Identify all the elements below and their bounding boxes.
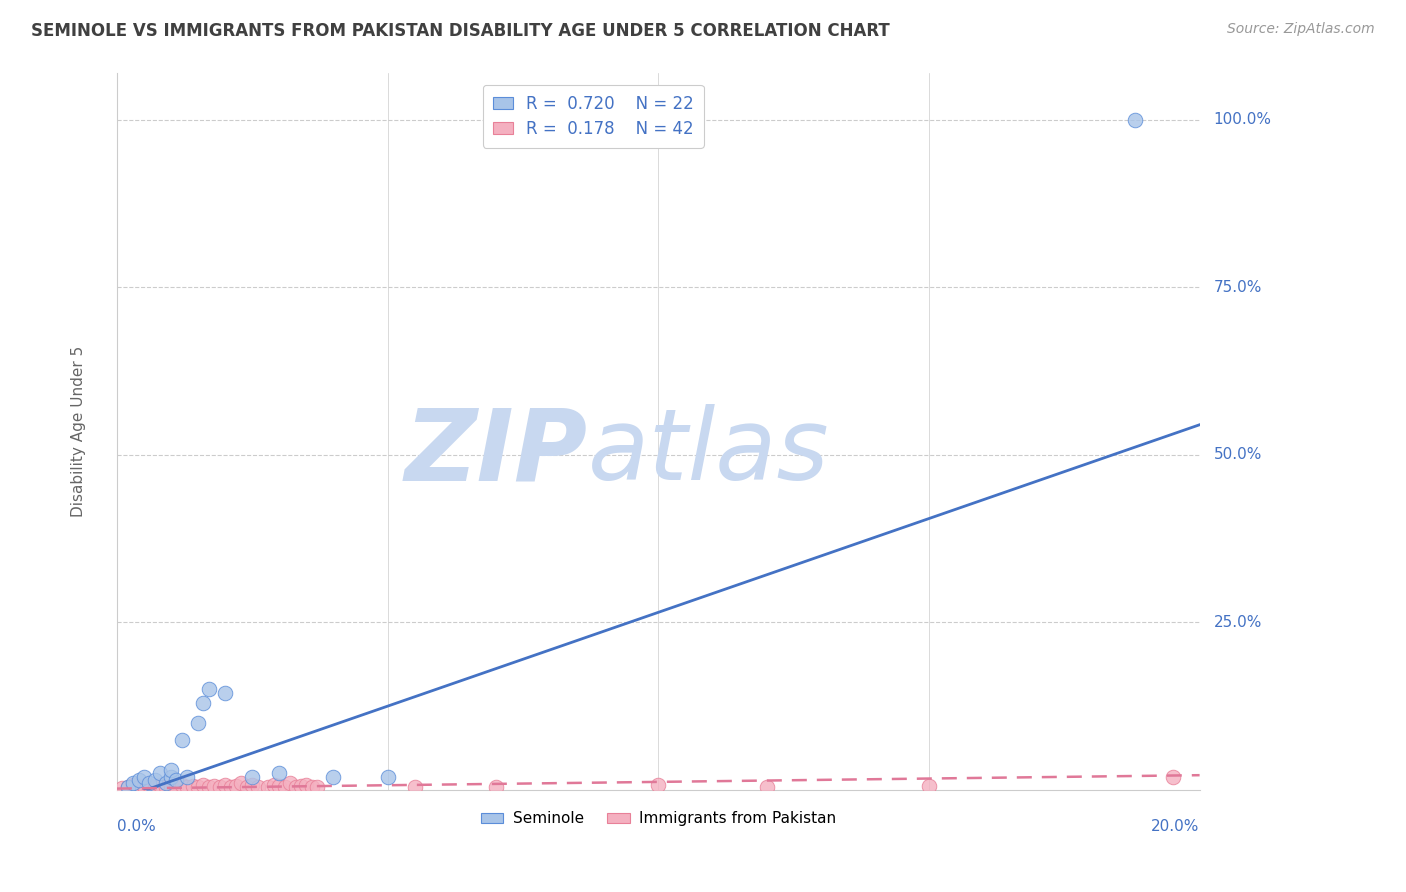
Point <box>155 780 177 795</box>
Text: ZIP: ZIP <box>405 404 588 501</box>
Point <box>208 780 231 795</box>
Point <box>1161 770 1184 784</box>
Point <box>176 780 198 795</box>
Text: 100.0%: 100.0% <box>1213 112 1271 128</box>
Point <box>322 770 344 784</box>
Point <box>138 778 160 792</box>
Text: 75.0%: 75.0% <box>1213 280 1261 295</box>
Point <box>269 779 291 793</box>
Point <box>165 772 187 787</box>
Point <box>263 778 285 792</box>
Text: Disability Age Under 5: Disability Age Under 5 <box>72 346 87 517</box>
Point <box>181 779 204 793</box>
Point <box>160 763 183 777</box>
Point <box>155 776 177 790</box>
Point <box>219 780 242 795</box>
Text: 20.0%: 20.0% <box>1152 819 1199 834</box>
Point <box>143 772 166 787</box>
Point <box>117 780 139 794</box>
Point <box>295 778 318 792</box>
Point <box>647 778 669 792</box>
Point <box>198 682 221 697</box>
Point <box>202 779 225 793</box>
Point <box>1123 112 1146 127</box>
Point <box>225 779 247 793</box>
Point <box>165 780 187 795</box>
Text: SEMINOLE VS IMMIGRANTS FROM PAKISTAN DISABILITY AGE UNDER 5 CORRELATION CHART: SEMINOLE VS IMMIGRANTS FROM PAKISTAN DIS… <box>31 22 890 40</box>
Point <box>187 780 209 795</box>
Text: 50.0%: 50.0% <box>1213 448 1261 462</box>
Text: atlas: atlas <box>588 404 830 501</box>
Point <box>122 778 145 792</box>
Point <box>143 780 166 795</box>
Point <box>278 776 301 790</box>
Point <box>193 696 215 710</box>
Point <box>160 770 183 784</box>
Point <box>273 780 295 795</box>
Point <box>198 780 221 795</box>
Point <box>246 780 269 795</box>
Point <box>485 780 508 794</box>
Point <box>117 780 139 794</box>
Point <box>132 779 155 793</box>
Point <box>132 770 155 784</box>
Point <box>290 779 312 793</box>
Point <box>307 780 329 795</box>
Point <box>301 780 323 795</box>
Point <box>269 766 291 780</box>
Point <box>122 776 145 790</box>
Point <box>170 732 193 747</box>
Point <box>240 778 263 792</box>
Point <box>257 780 280 795</box>
Text: Source: ZipAtlas.com: Source: ZipAtlas.com <box>1227 22 1375 37</box>
Point <box>170 778 193 792</box>
Point <box>231 776 253 790</box>
Text: 25.0%: 25.0% <box>1213 615 1261 630</box>
Point <box>149 778 172 792</box>
Point <box>160 779 183 793</box>
Point <box>918 779 941 793</box>
Point <box>377 770 399 784</box>
Point <box>149 766 172 780</box>
Point <box>755 780 778 795</box>
Point <box>111 780 134 795</box>
Legend: Seminole, Immigrants from Pakistan: Seminole, Immigrants from Pakistan <box>474 805 842 832</box>
Point <box>404 780 426 795</box>
Point <box>214 686 236 700</box>
Point <box>187 715 209 730</box>
Point <box>138 776 160 790</box>
Point <box>176 770 198 784</box>
Point <box>128 780 150 795</box>
Text: 0.0%: 0.0% <box>117 819 156 834</box>
Point <box>128 772 150 787</box>
Point <box>284 780 307 795</box>
Point <box>193 778 215 792</box>
Point <box>236 780 259 795</box>
Point <box>214 778 236 792</box>
Point <box>240 770 263 784</box>
